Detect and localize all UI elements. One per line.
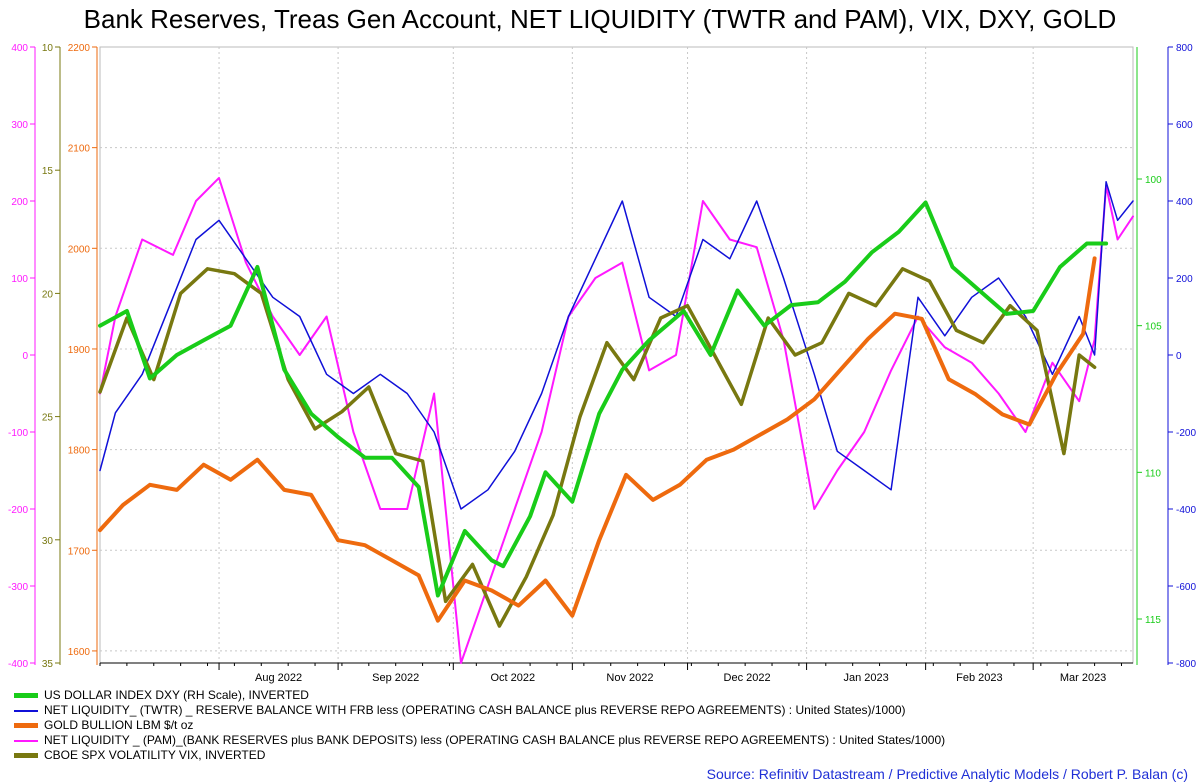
legend-label: US DOLLAR INDEX DXY (RH Scale), INVERTED — [44, 688, 309, 702]
twtr-tick-label: 800 — [1176, 43, 1193, 54]
legend: US DOLLAR INDEX DXY (RH Scale), INVERTED… — [14, 688, 945, 763]
gold-tick-label: 1700 — [68, 546, 91, 557]
pam-tick-label: 300 — [11, 120, 28, 131]
gold-tick-label: 1900 — [68, 345, 91, 356]
twtr-tick-label: 200 — [1176, 274, 1193, 285]
legend-item-twtr: NET LIQUIDITY_ (TWTR) _ RESERVE BALANCE … — [14, 703, 945, 718]
legend-label: NET LIQUIDITY_ (TWTR) _ RESERVE BALANCE … — [44, 703, 906, 717]
legend-label: GOLD BULLION LBM $/t oz — [44, 718, 194, 732]
series-line-dxy — [98, 200, 1109, 598]
x-tick-label: Oct 2022 — [490, 672, 535, 684]
axes: Aug 2022 Sep 2022 Oct 2022 Nov 2022 Dec 2022… — [8, 43, 1196, 684]
vix-tick-label: 35 — [42, 659, 54, 670]
twtr-tick-label: -800 — [1176, 659, 1196, 670]
dxy-tick-label: 100 — [1145, 175, 1162, 186]
vix-tick-label: 10 — [42, 43, 54, 54]
legend-item-gold: GOLD BULLION LBM $/t oz — [14, 718, 945, 733]
gold-tick-label: 2100 — [68, 144, 91, 155]
series-line-twtr — [99, 181, 1134, 510]
x-tick-label: Mar 2023 — [1060, 672, 1106, 684]
x-tick-label: Jan 2023 — [843, 672, 888, 684]
pam-tick-label: -100 — [8, 428, 28, 439]
twtr-tick-label: 0 — [1176, 351, 1182, 362]
series-line-vix — [98, 267, 1097, 628]
legend-item-dxy: US DOLLAR INDEX DXY (RH Scale), INVERTED — [14, 688, 945, 703]
pam-tick-label: -300 — [8, 582, 28, 593]
twtr-tick-label: 600 — [1176, 120, 1193, 131]
x-tick-label: Aug 2022 — [255, 672, 302, 684]
series-line-pam — [99, 176, 1134, 664]
gold-tick-label: 1800 — [68, 446, 91, 457]
source-credit: Source: Refinitiv Datastream / Predictiv… — [706, 766, 1188, 782]
legend-swatch — [14, 723, 38, 728]
legend-swatch — [14, 739, 38, 742]
dxy-tick-label: 110 — [1145, 468, 1161, 479]
pam-tick-label: -400 — [8, 659, 28, 670]
twtr-tick-label: -400 — [1176, 505, 1196, 516]
legend-label: CBOE SPX VOLATILITY VIX, INVERTED — [44, 748, 266, 762]
pam-tick-label: 400 — [11, 43, 28, 54]
vix-tick-label: 20 — [42, 289, 54, 300]
dxy-tick-label: 105 — [1145, 322, 1162, 333]
vix-tick-label: 25 — [42, 413, 54, 424]
pam-tick-label: 0 — [22, 351, 28, 362]
gold-tick-label: 2000 — [68, 244, 91, 255]
legend-label: NET LIQUIDITY _ (PAM)_(BANK RESERVES plu… — [44, 733, 946, 747]
twtr-tick-label: -200 — [1176, 428, 1196, 439]
series-line-gold — [98, 256, 1097, 623]
legend-swatch — [14, 693, 38, 698]
legend-swatch — [14, 753, 38, 758]
legend-item-pam: NET LIQUIDITY _ (PAM)_(BANK RESERVES plu… — [14, 733, 945, 748]
twtr-tick-label: -600 — [1176, 582, 1196, 593]
gold-tick-label: 1600 — [68, 647, 91, 658]
x-tick-label: Feb 2023 — [956, 672, 1002, 684]
twtr-tick-label: 400 — [1176, 197, 1193, 208]
x-tick-label: Sep 2022 — [372, 672, 419, 684]
pam-tick-label: 100 — [11, 274, 28, 285]
vix-tick-label: 15 — [42, 166, 54, 177]
vix-tick-label: 30 — [42, 536, 54, 547]
x-tick-label: Dec 2022 — [724, 672, 771, 684]
chart-title: Bank Reserves, Treas Gen Account, NET LI… — [83, 4, 1117, 34]
legend-swatch — [14, 709, 38, 712]
legend-item-vix: CBOE SPX VOLATILITY VIX, INVERTED — [14, 748, 945, 763]
gold-tick-label: 2200 — [68, 43, 91, 54]
dxy-tick-label: 115 — [1145, 615, 1161, 626]
x-tick-label: Nov 2022 — [606, 672, 653, 684]
pam-tick-label: -200 — [8, 505, 28, 516]
series-group — [98, 176, 1134, 664]
pam-tick-label: 200 — [11, 197, 28, 208]
